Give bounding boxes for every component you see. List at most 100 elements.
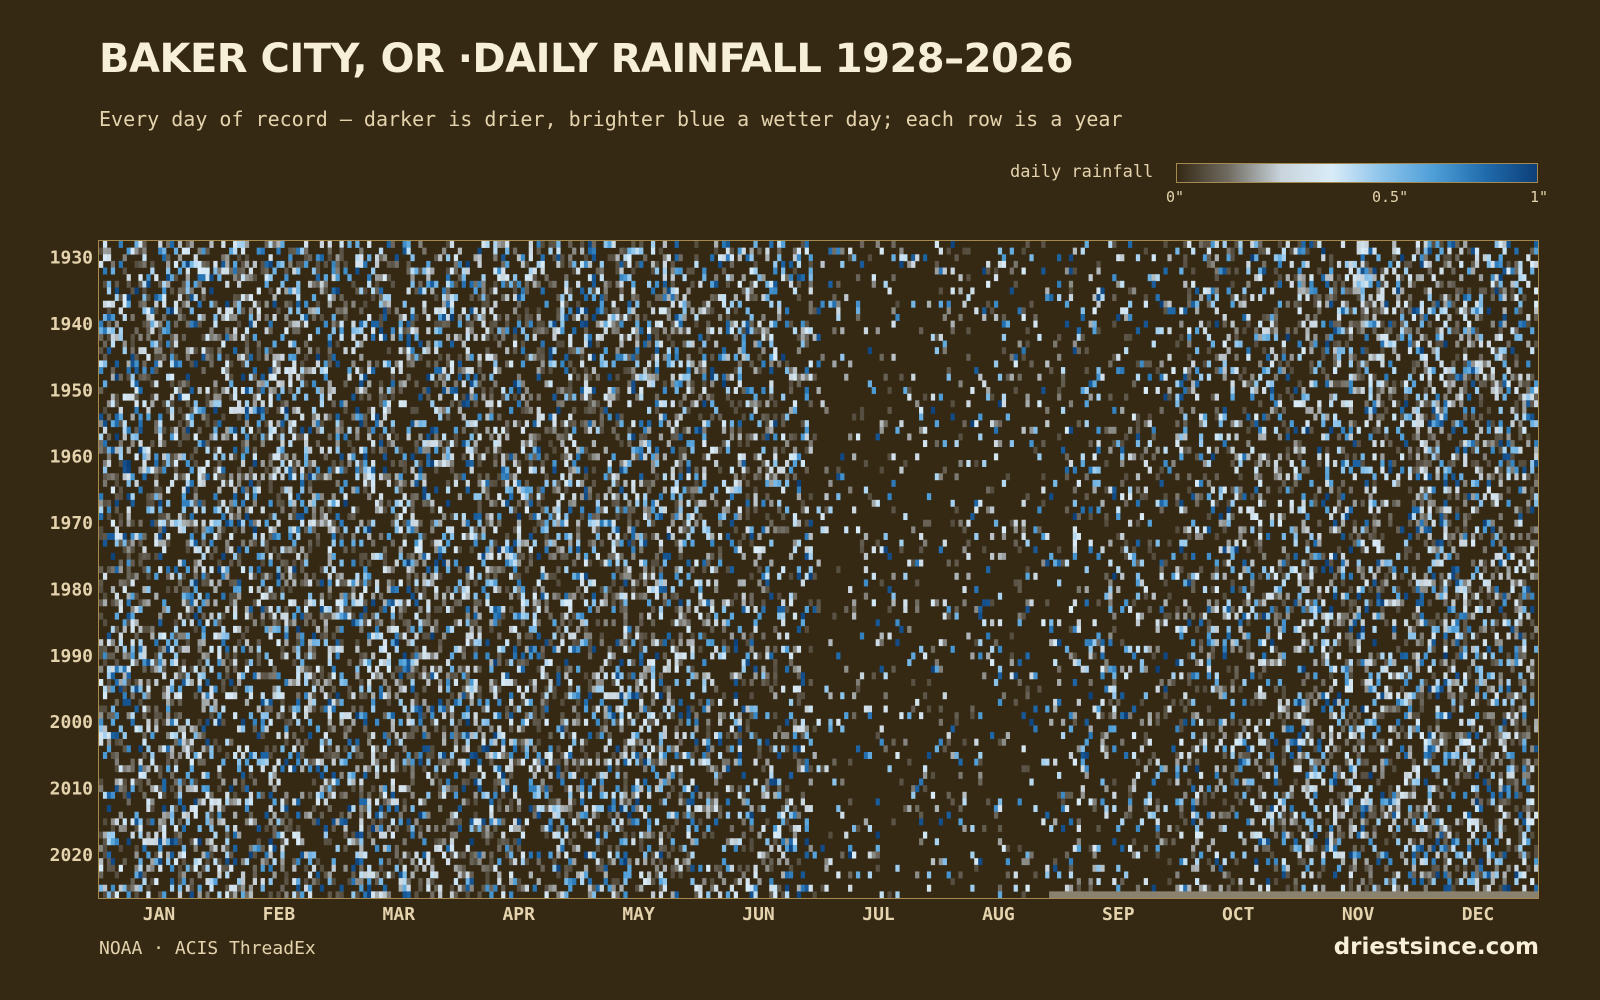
heatmap-cell: [820, 513, 825, 521]
heatmap-cell: [1368, 353, 1373, 361]
heatmap-cell: [859, 406, 865, 414]
heatmap-cell: [686, 300, 691, 308]
heatmap-cell: [737, 486, 742, 494]
heatmap-cell: [647, 373, 652, 381]
heatmap-cell: [319, 387, 325, 394]
heatmap-cell: [445, 333, 451, 341]
heatmap-cell: [158, 486, 163, 494]
heatmap-cell: [1202, 327, 1208, 335]
heatmap-cell: [248, 373, 254, 381]
heatmap-cell: [1210, 506, 1216, 514]
heatmap-cell: [272, 360, 277, 368]
heatmap-cell: [292, 460, 297, 467]
heatmap-cell: [315, 360, 321, 368]
heatmap-cell: [1104, 426, 1109, 434]
heatmap-cell: [1057, 353, 1062, 361]
heatmap-cell: [233, 327, 238, 335]
heatmap-cell: [1518, 307, 1523, 315]
heatmap-cell: [1459, 247, 1464, 255]
heatmap-cell: [1415, 446, 1421, 454]
heatmap-cell: [710, 446, 715, 454]
heatmap-cell: [591, 254, 597, 262]
heatmap-cell: [1013, 260, 1018, 268]
heatmap-cell: [371, 440, 376, 448]
heatmap-cell: [1297, 280, 1302, 288]
heatmap-cell: [1435, 353, 1440, 361]
heatmap-cell: [1494, 499, 1499, 507]
heatmap-cell: [678, 460, 683, 467]
heatmap-cell: [741, 466, 746, 474]
heatmap-cell: [335, 446, 340, 454]
heatmap-cell: [1510, 446, 1515, 454]
heatmap-cell: [162, 327, 167, 335]
heatmap-cell: [852, 254, 857, 262]
heatmap-cell: [1467, 307, 1472, 315]
heatmap-cell: [1254, 473, 1259, 481]
heatmap-cell: [1380, 353, 1385, 361]
heatmap-cell: [1376, 254, 1381, 262]
heatmap-cell: [986, 280, 991, 288]
heatmap-cell: [311, 280, 317, 288]
heatmap-cell: [331, 314, 336, 321]
heatmap-cell: [540, 340, 545, 348]
heatmap-cell: [682, 486, 687, 494]
heatmap-cell: [773, 320, 778, 328]
heatmap-cell: [1037, 506, 1042, 514]
heatmap-cell: [441, 406, 447, 414]
heatmap-cell: [1407, 294, 1413, 302]
heatmap-cell: [737, 367, 742, 375]
heatmap-cell: [1191, 387, 1196, 394]
heatmap-cell: [993, 420, 999, 428]
heatmap-cell: [453, 254, 459, 262]
heatmap-cell: [1317, 241, 1322, 248]
heatmap-cell: [162, 400, 167, 408]
heatmap-cell: [201, 499, 206, 507]
heatmap-cell: [1364, 466, 1369, 474]
heatmap-cell: [185, 260, 190, 268]
heatmap-cell: [102, 267, 108, 275]
heatmap-cell: [438, 327, 443, 335]
heatmap-cell: [576, 453, 581, 461]
heatmap-cell: [130, 347, 135, 355]
heatmap-cell: [430, 506, 435, 514]
heatmap-cell: [769, 420, 774, 428]
heatmap-cell: [1407, 466, 1413, 474]
heatmap-cell: [765, 294, 770, 302]
heatmap-cell: [702, 426, 707, 434]
heatmap-cell: [611, 479, 616, 487]
heatmap-cell: [639, 373, 644, 381]
heatmap-cell: [595, 373, 600, 381]
heatmap-cell: [1463, 413, 1468, 421]
heatmap-cell: [449, 466, 455, 474]
heatmap-cell: [654, 367, 660, 375]
heatmap-cell: [1352, 373, 1357, 381]
heatmap-cell: [1400, 314, 1405, 321]
heatmap-cell: [1313, 333, 1318, 341]
heatmap-cell: [1494, 287, 1499, 295]
heatmap-cell: [189, 241, 194, 248]
heatmap-cell: [1238, 373, 1243, 381]
heatmap-cell: [292, 287, 297, 295]
heatmap-cell: [907, 260, 912, 268]
heatmap-cell: [453, 333, 459, 341]
heatmap-cell: [505, 499, 510, 507]
heatmap-cell: [769, 340, 774, 348]
heatmap-cell: [434, 380, 439, 388]
heatmap-cell: [177, 241, 183, 248]
heatmap-cell: [1297, 287, 1302, 295]
heatmap-cell: [1277, 241, 1283, 248]
heatmap-cell: [169, 393, 175, 401]
heatmap-cell: [710, 327, 715, 335]
heatmap-cell: [335, 254, 340, 262]
heatmap-cell: [808, 260, 813, 268]
heatmap-cell: [1187, 367, 1192, 375]
heatmap-cell: [1214, 473, 1219, 481]
heatmap-cell: [1463, 241, 1468, 248]
heatmap-cell: [304, 247, 309, 255]
heatmap-cell: [134, 387, 139, 394]
heatmap-cell: [150, 320, 155, 328]
heatmap-cell: [236, 307, 242, 315]
heatmap-cell: [1163, 307, 1168, 315]
heatmap-cell: [1325, 373, 1330, 381]
heatmap-cell: [899, 260, 904, 268]
